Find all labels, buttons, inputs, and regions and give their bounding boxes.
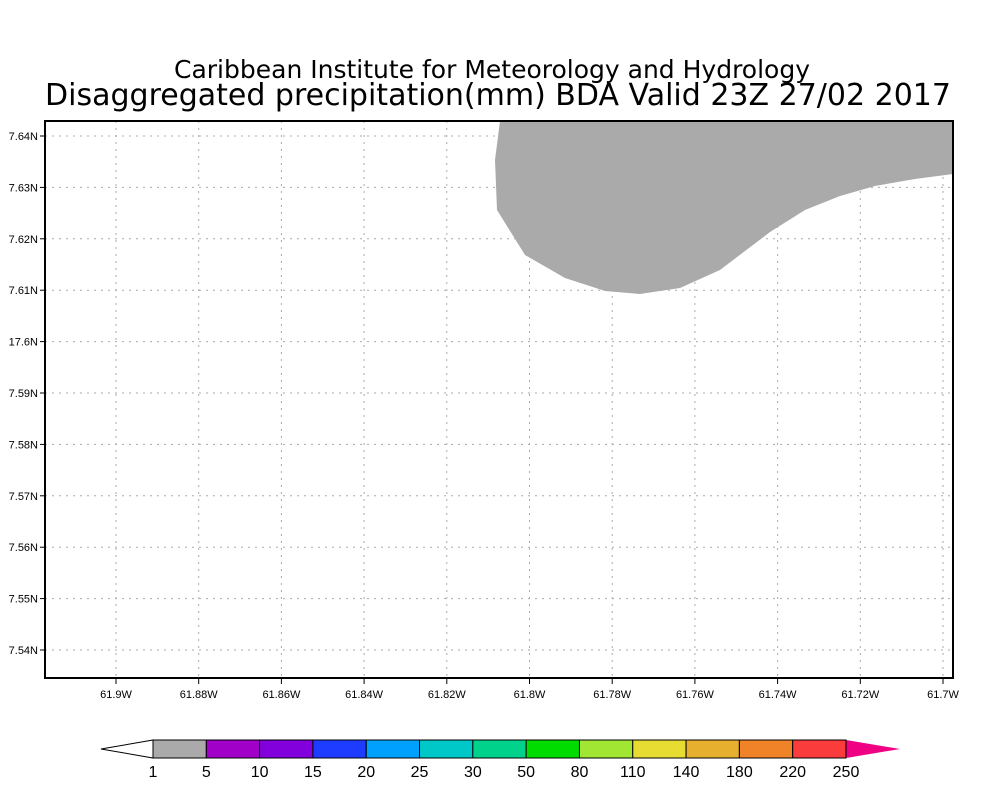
- colorbar-label: 1: [149, 764, 158, 781]
- colorbar-swatch: [365, 739, 421, 759]
- colorbar-label: 220: [779, 764, 806, 781]
- colorbar-label: 180: [726, 764, 753, 781]
- colorbar-swatch: [792, 739, 847, 759]
- lat-tick-label: 7.62N: [9, 234, 38, 246]
- lat-tick-label: 7.64N: [9, 131, 38, 143]
- lon-tick-label: 61.8W: [514, 689, 546, 701]
- colorbar-swatch: [419, 739, 474, 759]
- lon-tick-label: 61.78W: [593, 689, 632, 701]
- lon-tick-label: 61.82W: [428, 689, 467, 701]
- colorbar-swatch: [685, 739, 740, 759]
- colorbar-under-triangle: [100, 739, 154, 759]
- colorbar-label: 30: [464, 764, 482, 781]
- colorbar-label: 5: [202, 764, 211, 781]
- colorbar-swatch: [312, 739, 367, 759]
- colorbar-swatch: [578, 739, 634, 759]
- colorbar-swatch: [738, 739, 794, 759]
- lon-tick-label: 61.72W: [841, 689, 880, 701]
- lon-tick-label: 61.74W: [759, 689, 798, 701]
- colorbar-over-triangle: [846, 740, 900, 758]
- colorbar-label: 15: [304, 764, 322, 781]
- figure-title: Caribbean Institute for Meteorology and …: [174, 55, 810, 84]
- colorbar-swatch: [525, 739, 580, 759]
- axis-ticks: 7.64N 7.63N 7.62N 7.61N 17.6N 7.59N 7.58N 7.57N…: [9, 131, 960, 701]
- lat-tick-label: 7.57N: [9, 491, 38, 503]
- lat-tick-label: 17.6N: [9, 337, 38, 349]
- colorbar-label: 250: [833, 764, 860, 781]
- colorbar-label: 20: [357, 764, 375, 781]
- colorbar: 1 5 10 15 20 25 30 50 80 110 140 180 220 250: [100, 739, 900, 781]
- plot-frame: [44, 120, 954, 679]
- precip-shaded-region: [495, 121, 953, 294]
- colorbar-label: 25: [411, 764, 429, 781]
- colorbar-label: 50: [517, 764, 535, 781]
- lat-tick-label: 7.63N: [9, 182, 38, 194]
- lon-tick-label: 61.76W: [676, 689, 715, 701]
- colorbar-swatch: [205, 739, 261, 759]
- colorbar-swatch: [632, 739, 687, 759]
- lon-tick-label: 61.7W: [927, 689, 959, 701]
- lon-tick-label: 61.84W: [345, 689, 384, 701]
- colorbar-swatch: [152, 739, 207, 759]
- colorbar-swatch: [472, 739, 527, 759]
- colorbar-label: 110: [620, 764, 646, 781]
- colorbar-label: 140: [673, 764, 700, 781]
- lon-tick-label: 61.88W: [180, 689, 219, 701]
- lat-tick-label: 7.55N: [9, 594, 38, 606]
- lat-tick-label: 7.59N: [9, 388, 38, 400]
- lon-tick-label: 61.86W: [262, 689, 301, 701]
- colorbar-label: 10: [251, 764, 269, 781]
- lat-tick-label: 7.54N: [9, 645, 38, 657]
- lat-tick-label: 7.58N: [9, 439, 38, 451]
- colorbar-swatch: [259, 739, 314, 759]
- colorbar-label: 80: [571, 764, 589, 781]
- figure-subtitle: Disaggregated precipitation(mm) BDA Vali…: [45, 78, 951, 113]
- lat-tick-label: 7.56N: [9, 542, 38, 554]
- lat-tick-label: 7.61N: [9, 285, 38, 297]
- lon-tick-label: 61.9W: [100, 689, 132, 701]
